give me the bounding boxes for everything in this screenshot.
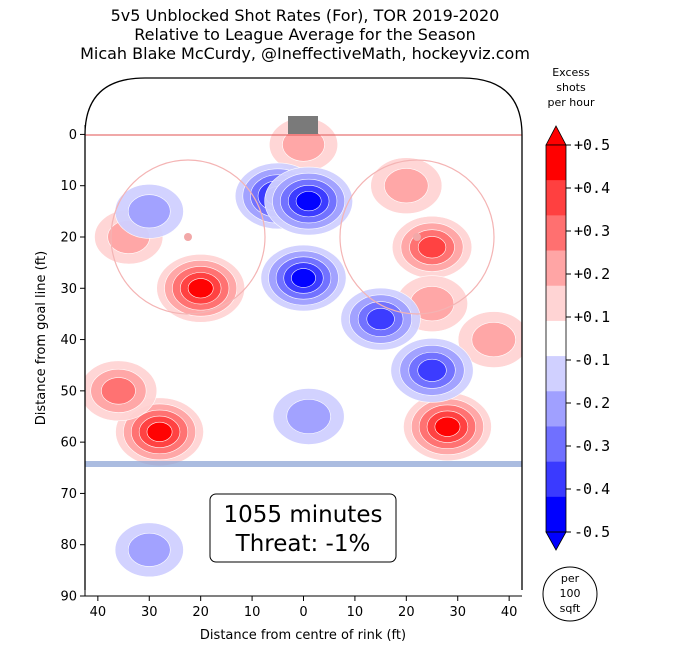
blue-line [85,461,522,467]
colorbar-band [546,215,566,251]
colorbar-band [546,461,566,498]
colorbar-band [546,320,566,357]
colorbar-tick-label: -0.5 [574,523,610,541]
hotspot-positive-8 [268,117,338,172]
contour-band [286,398,331,435]
contour-band [471,322,516,358]
info-box [209,493,397,563]
y-tick-label: 20 [60,230,77,245]
colorbar-tick-label: +0.1 [574,308,610,326]
hotspot-negative-11 [264,166,353,236]
rink-boards [84,77,523,590]
x-tick-label: 10 [347,605,364,620]
unit-badge [542,566,598,622]
chart-title-line-1: 5v5 Unblocked Shot Rates (For), TOR 2019… [110,6,500,25]
hotspot-positive-7 [457,311,522,368]
colorbar-tick-label: +0.3 [574,222,610,240]
goal-net [288,116,318,134]
contour-band [434,416,461,437]
colorbar: +0.5 +0.4 +0.3 +0.2 +0.1 -0.1 -0.2 -0.3 -0.4 -0.5 [545,125,610,551]
colorbar-band [546,285,566,322]
hotspot-negative-14 [390,338,474,403]
y-tick-label: 0 [69,128,77,143]
colorbar-tick-label: -0.4 [574,480,610,498]
hotspot-negative-15 [272,388,345,445]
colorbar-band [546,250,566,287]
colorbar-frame [545,144,567,533]
y-tick-label: 70 [60,487,77,502]
hotspot-negative-13 [340,287,421,351]
x-tick-label: 40 [90,605,107,620]
contour-band [146,421,173,442]
y-tick-label: 40 [60,333,77,348]
unit-badge-line-1: per [561,572,580,585]
x-tick-label: 30 [449,605,466,620]
colorbar-band [546,180,566,216]
hotspot-positive-2 [156,253,245,323]
colorbar-tick-label: +0.2 [574,265,610,283]
y-tick-label: 80 [60,538,77,553]
colorbar-tick-label: -0.3 [574,437,610,455]
contour-band [417,358,447,382]
colorbar-band [546,145,566,181]
x-tick-label: 0 [299,605,307,620]
hotspot-positive-1 [85,360,158,422]
y-tick-label: 30 [60,282,77,297]
contour-band [101,377,136,405]
x-tick-label: 40 [501,605,518,620]
y-tick-label: 60 [60,436,77,451]
colorbar-title-line-3: per hour [548,96,595,109]
hotspot-negative-16 [114,184,184,239]
x-axis-label: Distance from centre of rink (ft) [200,628,406,643]
colorbar-band [546,496,566,533]
x-tick-label: 30 [141,605,158,620]
left-faceoff-circle [110,159,266,315]
x-tick-label: 20 [192,605,209,620]
right-faceoff-circle [339,159,495,315]
hotspot-positive-3 [403,392,492,462]
y-tick-label: 10 [60,179,77,194]
colorbar-bottom-arrow [545,531,567,551]
chart-title-line-3: Micah Blake McCurdy, @IneffectiveMath, h… [80,44,530,63]
colorbar-tick-label: -0.1 [574,351,610,369]
colorbar-title-line-2: shots [556,81,586,94]
hotspot-positive-6 [370,157,443,215]
colorbar-band [546,391,566,427]
minutes-label: 1055 minutes [224,502,383,528]
contour-band [291,268,316,288]
contour-band [127,532,171,567]
y-tick-label: 90 [60,590,77,605]
y-axis-ticks: 0 10 20 30 40 50 60 70 80 90 [60,128,85,605]
right-faceoff-dot [413,233,421,241]
colorbar-title-line-1: Excess [552,66,590,79]
colorbar-band [546,356,566,392]
chart-title-line-2: Relative to League Average for the Seaso… [134,25,476,44]
contour-band [366,307,395,331]
y-tick-label: 50 [60,384,77,399]
unit-badge-line-2: 100 [560,587,581,600]
colorbar-top-arrow [545,125,567,146]
y-axis-label: Distance from goal line (ft) [34,251,49,425]
contour-band [187,278,214,299]
unit-badge-line-3: sqft [560,602,581,615]
colorbar-tick-label: +0.5 [574,136,610,154]
heatmap-contours [85,117,522,578]
x-tick-label: 10 [244,605,261,620]
colorbar-band [546,426,566,462]
threat-label: Threat: -1% [235,531,371,557]
colorbar-tick-label: +0.4 [574,179,610,197]
hotspot-negative-17 [114,522,184,578]
x-tick-label: 20 [398,605,415,620]
colorbar-tick-label: -0.2 [574,394,610,412]
left-faceoff-dot [184,233,192,241]
hotspot-positive-4 [391,215,473,279]
contour-band [127,194,171,229]
x-axis-ticks: 40 30 20 10 0 10 20 30 40 [90,596,518,620]
hotspot-negative-12 [260,244,347,312]
contour-band [384,168,429,204]
contour-band [295,191,322,212]
contour-band [417,236,447,259]
